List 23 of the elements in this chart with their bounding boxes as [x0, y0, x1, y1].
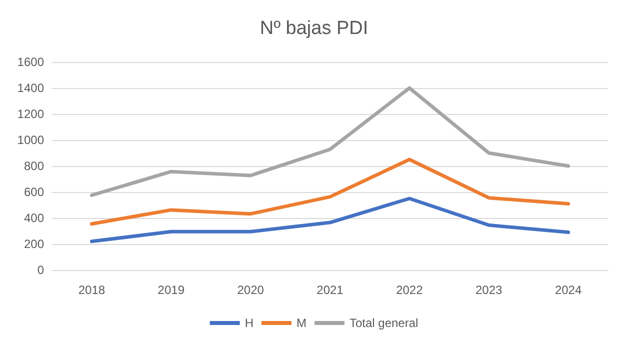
x-tick-label: 2022 [396, 283, 424, 297]
legend-label: M [296, 316, 306, 330]
x-tick-label: 2019 [158, 283, 185, 297]
y-tick-label: 1000 [17, 133, 44, 147]
line-series [90, 86, 570, 197]
y-tick-label: 800 [24, 159, 44, 173]
y-tick-label: 400 [24, 211, 44, 225]
y-tick-label: 1600 [17, 55, 44, 69]
chart-title: Nº bajas PDI [260, 18, 368, 39]
y-tick-label: 0 [37, 263, 44, 277]
y-tick-label: 200 [24, 237, 44, 251]
line-series [90, 158, 570, 226]
x-tick-label: 2024 [554, 283, 582, 297]
x-tick-label: 2020 [237, 283, 264, 297]
legend-label: H [244, 316, 254, 330]
legend-label: Total general [349, 316, 418, 330]
x-tick-label: 2023 [476, 283, 503, 297]
line-series [90, 196, 570, 244]
y-tick-label: 600 [24, 185, 44, 199]
y-tick-label: 1200 [17, 107, 44, 121]
x-tick-label: 2021 [316, 283, 344, 297]
y-tick-label: 1400 [17, 81, 44, 95]
x-tick-label: 2018 [78, 283, 106, 297]
